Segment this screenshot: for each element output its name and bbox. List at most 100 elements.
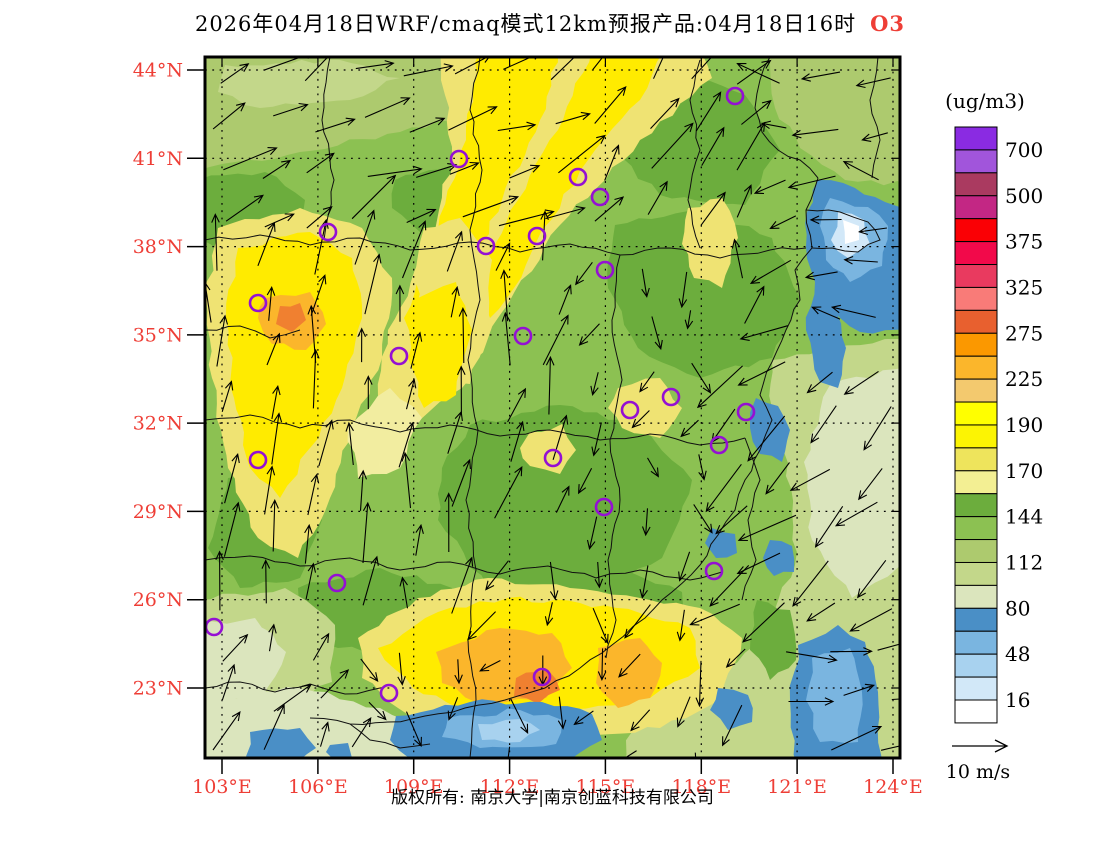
station-marker [513,326,533,346]
lon-tick-label: 115°E [576,776,636,798]
wind-arrow [304,57,333,82]
wind-arrow [731,238,744,279]
colorbar-swatch [954,264,998,288]
station-marker [709,435,729,455]
wind-reference-arrow [952,739,1009,753]
wind-arrow [834,501,878,527]
wind-arrow [760,120,787,130]
wind-arrow [320,669,350,699]
wind-arrow [510,698,529,734]
wind-arrow [696,365,743,409]
colorbar-swatch [954,355,998,380]
wind-arrow [307,473,320,516]
wind-arrow [577,468,593,495]
wind-arrow [270,499,279,552]
wind-arrow [843,683,876,696]
contour-region [596,638,662,708]
wind-arrow [509,164,541,179]
wind-arrow [791,128,839,139]
wind-arrow [678,551,691,582]
wind-arrow [877,643,900,651]
station-marker [543,448,563,468]
wind-arrow [857,559,887,599]
wind-arrow [451,556,474,614]
wind-arrow [700,191,726,226]
wind-arrow [753,179,786,195]
wind-arrow [395,284,405,322]
wind-arrow [271,412,283,465]
wind-arrow [397,652,406,686]
contour-region [804,368,900,598]
colorbar-tick-label: 225 [1005,367,1043,391]
wind-arrow [304,523,313,564]
contour-region [276,303,306,332]
title-text: 2026年04月18日WRF/cmaq模式12km预报产品:04月18日16时 [194,12,857,36]
wind-arrow [594,86,627,124]
wind-arrow [769,215,797,229]
colorbar-tick-label: 700 [1005,138,1043,162]
contour-region [770,57,900,186]
lon-tick-label: 103°E [192,776,252,798]
wind-arrow [364,375,373,410]
wind-arrow [354,209,376,265]
wind-arrow [351,174,397,220]
lat-tick-label: 41°N [133,148,183,170]
lat-tick-label: 32°N [133,413,183,435]
wind-arrow [215,550,224,611]
wind-arrow [212,711,241,751]
concentration-field [205,57,900,758]
colorbar-tick-label: 48 [1005,642,1030,666]
wind-arrow [358,469,368,511]
contour-region [682,198,738,288]
station-marker [736,402,756,422]
wind-arrow [631,410,650,429]
station-marker [379,683,399,703]
station-marker [661,387,681,407]
wind-arrow [624,750,637,758]
colorbar-tick-label: 16 [1005,688,1030,712]
colorbar-swatch [954,676,998,701]
wind-arrow [405,711,422,748]
wind-arrow [691,57,717,80]
wind-arrow [398,421,415,468]
wind-arrow [263,57,311,71]
wind-arrow [271,385,281,420]
wind-arrow [792,560,829,607]
wind-arrow [544,602,554,627]
wind-arrow [650,97,680,129]
wind-arrow [485,560,509,591]
wind-arrow [849,608,893,632]
wind-arrow [399,576,409,609]
station-marker [449,149,469,169]
wind-arrow [458,306,468,364]
wind-arrow [737,361,786,386]
colorbar-swatch [954,401,998,426]
wind-arrow [558,284,572,315]
wind-arrow [448,106,498,131]
wind-arrow [406,208,437,224]
wind-arrow [811,306,841,320]
wind-arrow [689,603,740,626]
wind-arrow [222,633,249,662]
wind-arrow [787,175,836,190]
contour-region [347,388,422,478]
wind-arrow [744,285,765,324]
wind-arrow [221,663,236,701]
wind-arrow [416,163,458,178]
wind-arrow [351,717,372,748]
colorbar-swatch [954,218,998,243]
wind-arrow [695,91,722,132]
wind-arrow [557,696,567,730]
colorbar-tick-label: 190 [1005,413,1043,437]
contour-region [205,618,286,703]
wind-arrow [368,701,387,721]
colorbar-swatch [954,607,998,632]
wind-arrow [575,261,593,286]
wind-arrow [592,607,609,645]
wind-arrow [211,213,220,271]
wind-arrow [855,77,891,89]
colorbar-swatch [954,516,998,541]
wind-arrow [806,602,836,622]
axis-labels: 44°N 41°N 38°N 35°N 32°N 29°N 26°N 23°N 103°E 106… [133,60,923,799]
